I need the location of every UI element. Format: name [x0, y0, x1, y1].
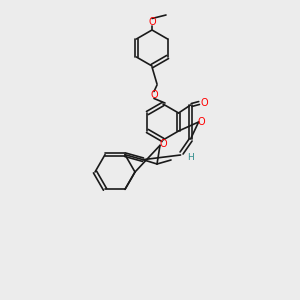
- Text: O: O: [198, 117, 206, 127]
- Text: O: O: [160, 139, 167, 149]
- Text: O: O: [201, 98, 208, 108]
- Text: H: H: [187, 152, 194, 161]
- Text: O: O: [150, 90, 158, 100]
- Text: O: O: [148, 17, 156, 27]
